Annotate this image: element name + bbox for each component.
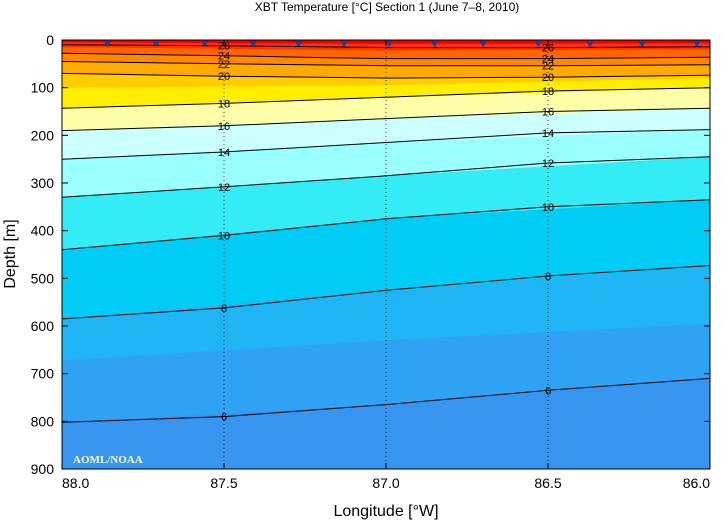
x-axis: 88.0 87.5 87.0 86.5 86.0 — [61, 40, 711, 491]
color-band-14 — [62, 378, 710, 469]
contour-label: 20 — [542, 72, 554, 84]
x-tick-label: 87.5 — [210, 475, 237, 491]
y-tick-label: 600 — [31, 318, 55, 334]
x-tick-label: 86.5 — [534, 475, 561, 491]
contour-lines — [62, 44, 710, 423]
contour-label: 10 — [542, 202, 554, 214]
contour-16 — [62, 107, 710, 132]
x-tick-label: 86.0 — [683, 475, 710, 491]
contour-label: 22 — [218, 59, 230, 71]
contour-20 — [62, 72, 710, 79]
contour-label: 14 — [542, 128, 554, 140]
contour-24 — [62, 52, 710, 60]
contour-label: 14 — [218, 147, 230, 159]
contour-label: 6 — [545, 385, 551, 397]
xbt-station-marker — [103, 41, 112, 47]
xbt-station-marker — [200, 41, 209, 47]
contour-label: 18 — [542, 86, 554, 98]
xbt-station-marker — [479, 41, 488, 47]
contour-label: 26 — [542, 43, 554, 55]
chart-title: XBT Temperature [°C] Section 1 (June 7–8… — [255, 0, 520, 14]
xbt-station-marker — [385, 41, 394, 47]
contour-6 — [62, 377, 710, 423]
contour-label: 24 — [218, 51, 230, 63]
contour-label: 24 — [542, 54, 554, 66]
xbt-station-marker — [249, 41, 258, 47]
contour-label: 8 — [221, 303, 227, 315]
contour-label: 22 — [542, 61, 554, 73]
contour-22 — [62, 61, 710, 67]
y-tick-label: 800 — [31, 413, 55, 429]
y-tick-label: 400 — [31, 223, 55, 239]
contour-12 — [62, 156, 710, 198]
contour-label: 26 — [218, 41, 230, 53]
x-axis-label: Longitude [°W] — [333, 503, 438, 520]
xbt-station-marker — [294, 41, 303, 47]
y-tick-label: 100 — [31, 80, 55, 96]
xbt-station-marker — [151, 41, 160, 47]
y-tick-label: 700 — [31, 366, 55, 382]
xbt-station-markers — [103, 41, 702, 47]
contour-10 — [62, 199, 710, 251]
y-tick-label: 0 — [46, 32, 54, 48]
contour-label: 6 — [221, 412, 227, 424]
x-tick-label: 87.0 — [372, 475, 399, 491]
contour-18 — [62, 87, 710, 109]
contour-label: 20 — [218, 71, 230, 83]
y-tick-label: 300 — [31, 175, 55, 191]
contour-label: 8 — [545, 271, 551, 283]
xbt-station-marker — [693, 41, 702, 47]
contour-8 — [62, 265, 710, 320]
xbt-station-marker — [534, 41, 543, 47]
contour-26 — [62, 44, 710, 49]
y-axis-label: Depth [m] — [2, 219, 19, 288]
xbt-station-marker — [586, 41, 595, 47]
xbt-station-marker — [339, 41, 348, 47]
contour-label: 12 — [542, 158, 554, 170]
contour-label: 10 — [218, 230, 230, 242]
y-tick-label: 900 — [31, 461, 55, 477]
xbt-station-marker — [430, 41, 439, 47]
xbt-station-marker — [637, 41, 646, 47]
contour-label: 12 — [218, 182, 230, 194]
y-tick-label: 200 — [31, 127, 55, 143]
contour-label: 16 — [218, 121, 230, 133]
y-tick-label: 500 — [31, 270, 55, 286]
contour-label: 18 — [218, 98, 230, 110]
x-tick-label: 88.0 — [62, 475, 89, 491]
contour-14 — [62, 129, 710, 160]
aoml-noaa-watermark: AOML/NOAA — [73, 454, 143, 466]
contour-label: 16 — [542, 107, 554, 119]
y-axis: 0 100 200 300 400 500 600 700 800 900 — [31, 32, 710, 477]
